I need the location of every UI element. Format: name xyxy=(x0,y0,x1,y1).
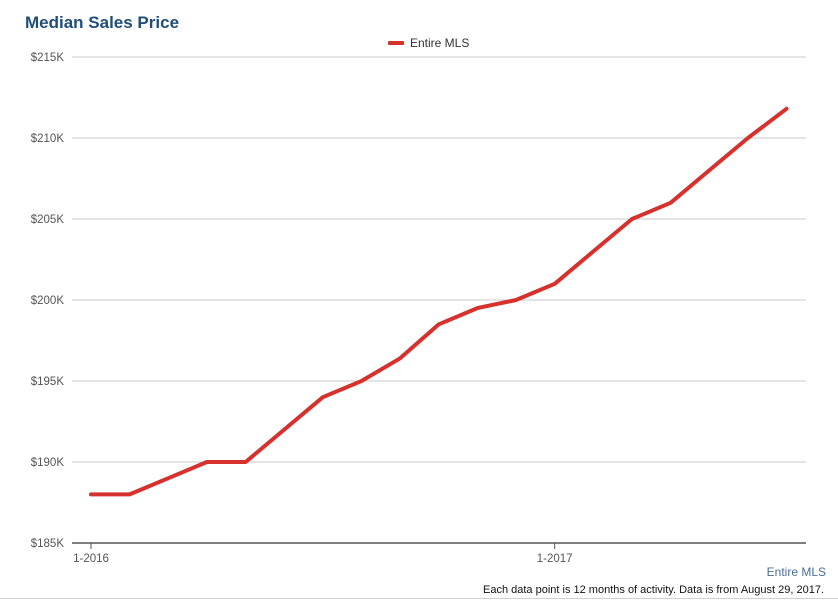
data-point xyxy=(321,395,325,399)
data-point xyxy=(128,492,132,496)
legend-label: Entire MLS xyxy=(410,36,470,50)
legend-swatch xyxy=(388,41,404,45)
data-point xyxy=(282,428,286,432)
x-tick-label: 1-2017 xyxy=(537,553,573,565)
data-point xyxy=(437,322,441,326)
data-point xyxy=(630,217,634,221)
data-point xyxy=(89,492,93,496)
y-tick-label: $205K xyxy=(31,214,65,226)
data-point xyxy=(398,356,402,360)
data-point xyxy=(707,168,711,172)
data-point xyxy=(514,298,518,302)
legend[interactable]: Entire MLS xyxy=(388,36,469,50)
data-point xyxy=(591,249,595,253)
data-point xyxy=(785,107,789,111)
data-point xyxy=(166,476,170,480)
data-point xyxy=(475,306,479,310)
data-point xyxy=(359,379,363,383)
data-point xyxy=(244,460,248,464)
series-line-entire-mls xyxy=(89,106,789,497)
data-point xyxy=(205,460,209,464)
y-tick-label: $195K xyxy=(31,376,65,388)
footnote: Each data point is 12 months of activity… xyxy=(483,584,824,596)
bottom-rule xyxy=(0,598,838,599)
y-tick-label: $185K xyxy=(31,538,65,550)
chart-title: Median Sales Price xyxy=(25,13,180,32)
data-point xyxy=(746,136,750,140)
source-label: Entire MLS xyxy=(766,565,826,579)
y-tick-label: $215K xyxy=(31,52,65,64)
y-tick-label: $200K xyxy=(31,295,65,307)
x-tick-label: 1-2016 xyxy=(73,553,109,565)
y-tick-label: $210K xyxy=(31,133,65,145)
data-point xyxy=(669,201,673,205)
data-point xyxy=(553,282,557,286)
y-tick-label: $190K xyxy=(31,457,65,469)
